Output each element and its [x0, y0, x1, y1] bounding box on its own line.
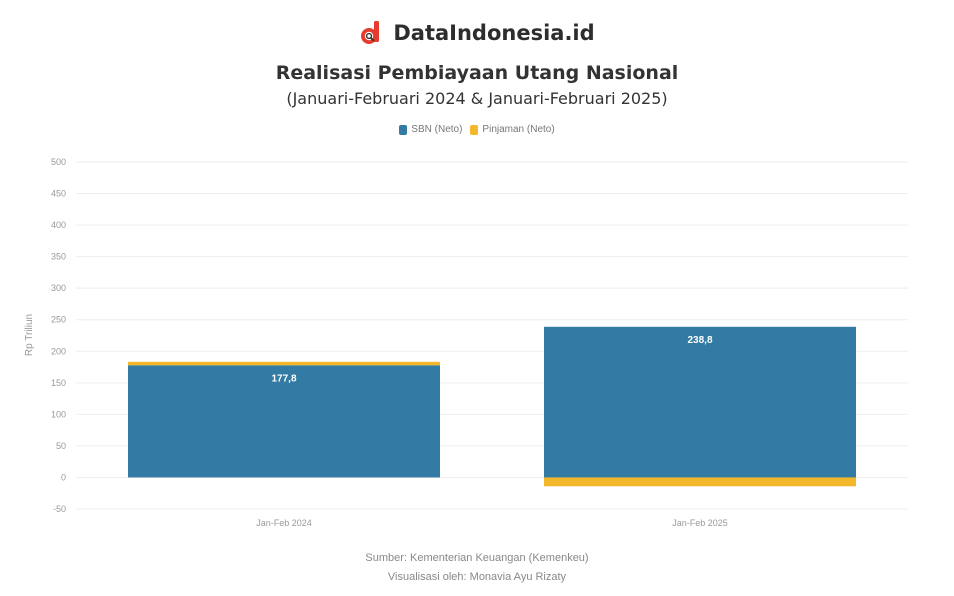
y-axis-label: Rp Triliun [24, 314, 35, 356]
credit-note: Visualisasi oleh: Monavia Ayu Rizaty [387, 571, 567, 583]
chart-title: Realisasi Pembiayaan Utang Nasional [275, 62, 679, 84]
data-label: 177,8 [271, 373, 296, 384]
source-note: Sumber: Kementerian Keuangan (Kemenkeu) [365, 552, 589, 564]
legend-item-pinjaman[interactable]: Pinjaman (Neto) [470, 124, 555, 135]
y-tick-label: 500 [51, 157, 66, 167]
y-tick-label: -50 [53, 504, 66, 514]
y-tick-label: 350 [51, 252, 66, 262]
legend-swatch-pinjaman [470, 124, 479, 135]
y-tick-label: 300 [51, 283, 66, 293]
dataindonesia-logo-icon [361, 21, 380, 44]
chart-subtitle: (Januari-Februari 2024 & Januari-Februar… [286, 89, 668, 108]
bar-sbn [128, 365, 440, 478]
bar-sbn [544, 326, 856, 478]
legend-label-sbn: SBN (Neto) [411, 124, 463, 135]
legend-label-pinjaman: Pinjaman (Neto) [482, 124, 555, 135]
legend-swatch-sbn [399, 124, 408, 135]
x-tick-label: Jan-Feb 2025 [672, 518, 728, 528]
brand-header: DataIndonesia.id [0, 20, 954, 46]
y-tick-label: 450 [51, 189, 66, 199]
y-tick-label: 0 [61, 472, 66, 482]
legend-item-sbn[interactable]: SBN (Neto) [399, 124, 462, 135]
y-tick-label: 400 [51, 220, 66, 230]
y-tick-label: 250 [51, 315, 66, 325]
y-tick-label: 100 [51, 409, 66, 419]
data-label: 238,8 [687, 335, 712, 346]
y-tick-label: 200 [51, 346, 66, 356]
x-tick-label: Jan-Feb 2024 [256, 518, 312, 528]
chart-legend: SBN (Neto) Pinjaman (Neto) [0, 124, 954, 135]
bar-chart: -50 0 50 100 150 200 250 300 350 400 450 500 Rp Tril… [24, 157, 908, 528]
brand-name: DataIndonesia.id [393, 21, 595, 45]
bar-pinjaman [544, 477, 856, 487]
bar-pinjaman [128, 361, 440, 366]
y-tick-label: 50 [56, 441, 66, 451]
y-tick-label: 150 [51, 378, 66, 388]
